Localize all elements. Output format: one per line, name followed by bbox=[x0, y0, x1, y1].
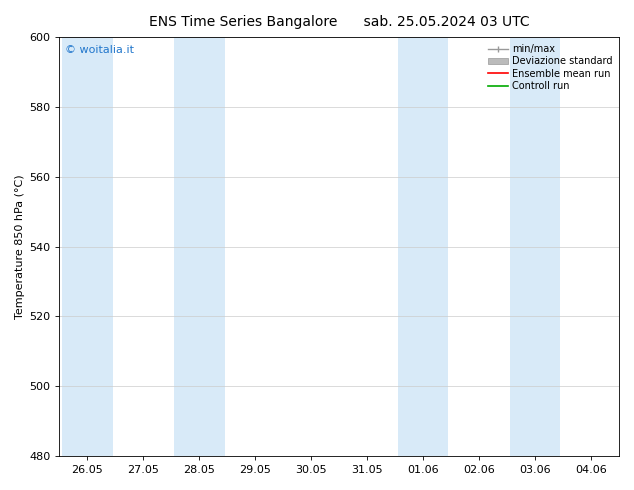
Legend: min/max, Deviazione standard, Ensemble mean run, Controll run: min/max, Deviazione standard, Ensemble m… bbox=[486, 42, 614, 93]
Title: ENS Time Series Bangalore      sab. 25.05.2024 03 UTC: ENS Time Series Bangalore sab. 25.05.202… bbox=[149, 15, 529, 29]
Y-axis label: Temperature 850 hPa (°C): Temperature 850 hPa (°C) bbox=[15, 174, 25, 319]
Bar bbox=[62, 37, 113, 456]
Bar bbox=[174, 37, 224, 456]
Bar bbox=[398, 37, 448, 456]
Bar bbox=[622, 37, 634, 456]
Bar bbox=[510, 37, 560, 456]
Text: © woitalia.it: © woitalia.it bbox=[65, 46, 134, 55]
